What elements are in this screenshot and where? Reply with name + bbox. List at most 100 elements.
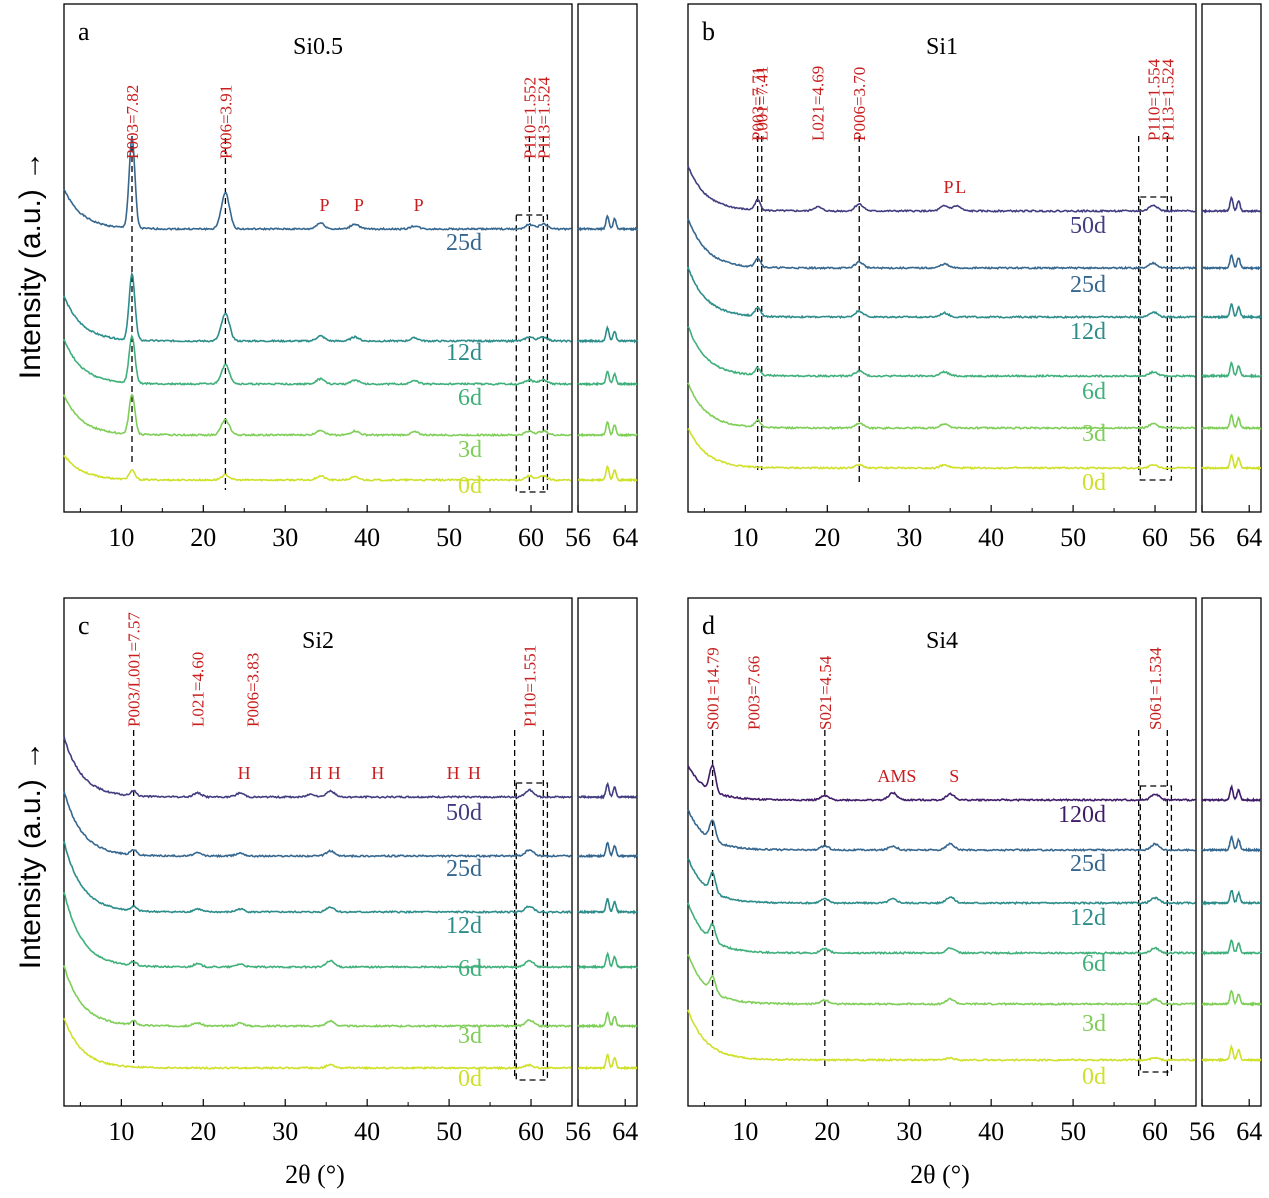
inset-series-line-0d [1201,453,1261,471]
inset-frame [1201,597,1262,1107]
inset-series-line-3d [1201,989,1262,1007]
series-line-25d [687,218,1196,271]
x-tick-label: 20 [814,1117,840,1146]
series-label: 3d [1082,1011,1106,1037]
series-label: 0d [1082,1064,1106,1090]
inset-frame [1201,3,1262,513]
inset-series-line-0d [1201,1043,1262,1063]
x-tick-label: 50 [1060,1117,1086,1146]
peak-annotation: P003/L001=7.57 [125,612,144,727]
x-tick-label: 30 [272,1117,298,1146]
series-line-3d [687,954,1196,1007]
panel-title: Si1 [926,34,958,60]
inset-x-tick-label: 56 [1189,1117,1215,1146]
x-axis-label-right: 2θ (°) [910,1160,970,1189]
inset-series-line-120d [1201,784,1262,803]
inset-series-line-6d [577,370,638,387]
series-line-12d [63,271,572,344]
series-label: 50d [446,800,482,826]
panel-d: d Si4 10 20 30 40 50 60 56 64 120d 25d 12d 6d 3d 0d S001… [687,597,1262,1146]
series-line-6d [687,902,1196,956]
series-line-0d [687,1009,1196,1063]
x-tick-label: 50 [1060,523,1086,552]
y-axis-label-bottom: Intensity (a.u.) → [14,741,47,969]
peak-annotation: P113=1.524 [534,76,553,159]
inset-series-line-0d [578,1053,638,1071]
panel-letter: a [78,17,90,46]
peak-annotation: S021=4.54 [816,655,835,730]
dashed-region-box [1139,196,1173,481]
series-line-6d [687,326,1196,379]
panel-title: Si0.5 [293,34,343,60]
peak-annotation: L021=4.69 [808,66,827,141]
series-line-3d [63,393,572,438]
peak-annotation: P006=3.91 [216,85,235,159]
x-tick-label: 40 [354,523,380,552]
dashed-region-box [515,214,549,493]
inset-series-line-3d [577,420,638,438]
x-axis-label-left: 2θ (°) [285,1160,345,1189]
inset-series-line-3d [1201,413,1262,431]
series-line-0d [63,1017,572,1071]
x-tick-label: 30 [896,523,922,552]
series-line-3d [687,382,1196,431]
inset-series-line-12d [577,325,638,344]
series-label: 25d [1070,272,1106,298]
peak-annotation: L001=7.41 [753,66,772,141]
series-line-6d [63,891,572,970]
series-label: 6d [458,956,482,982]
inset-x-tick-label: 56 [565,1117,591,1146]
peak-annotation: P110=1.552 [520,77,539,159]
x-tick-label: 10 [108,523,134,552]
series-line-25d [63,137,572,232]
inset-x-tick-label: 64 [612,523,638,552]
peak-annotation: L [955,177,966,197]
peak-annotation: P113=1.524 [1158,58,1177,141]
peak-annotation: H [238,763,251,783]
inset-series-line-12d [1201,890,1262,906]
inset-series-line-3d [577,1010,638,1029]
peak-annotation: H [309,763,322,783]
panel-title: Si4 [926,628,958,654]
inset-x-tick-label: 56 [565,523,591,552]
series-line-25d [63,791,572,859]
inset-series-line-12d [1201,303,1262,320]
peak-annotation: P110=1.554 [1144,58,1163,141]
inset-x-tick-label: 64 [1236,523,1262,552]
inset-frame [577,3,638,513]
x-tick-label: 50 [436,1117,462,1146]
series-line-0d [687,428,1196,471]
series-line-50d [63,736,572,800]
inset-frame [577,597,638,1107]
x-tick-label: 20 [190,1117,216,1146]
inset-series-line-0d [577,464,638,483]
inset-series-line-25d [1201,253,1262,271]
series-label: 3d [458,437,482,463]
series-label: 25d [1070,851,1106,877]
peak-annotation: AMS [877,766,916,786]
panel-letter: d [702,611,715,640]
x-tick-label: 40 [354,1117,380,1146]
series-line-25d [687,809,1196,853]
inset-series-line-50d [1201,195,1262,214]
peak-annotation: S001=14.79 [704,647,723,730]
inset-series-line-6d [577,951,638,970]
peak-annotation: P003=7.82 [123,85,142,159]
series-line-120d [687,763,1196,802]
x-tick-label: 10 [732,1117,758,1146]
x-tick-label: 10 [732,523,758,552]
series-label: 0d [1082,470,1106,496]
panel-letter: c [78,611,90,640]
inset-series-line-6d [1201,361,1262,379]
x-tick-label: 50 [436,523,462,552]
series-label: 3d [1082,421,1106,447]
inset-series-line-50d [577,781,638,800]
inset-series-line-25d [577,214,638,232]
peak-annotation: L021=4.60 [189,652,208,727]
series-label: 6d [1082,379,1106,405]
series-label: 25d [446,230,482,256]
plot-frame [687,3,1197,513]
series-line-6d [63,334,572,387]
peak-annotation: P [354,195,364,215]
x-tick-label: 40 [978,523,1004,552]
